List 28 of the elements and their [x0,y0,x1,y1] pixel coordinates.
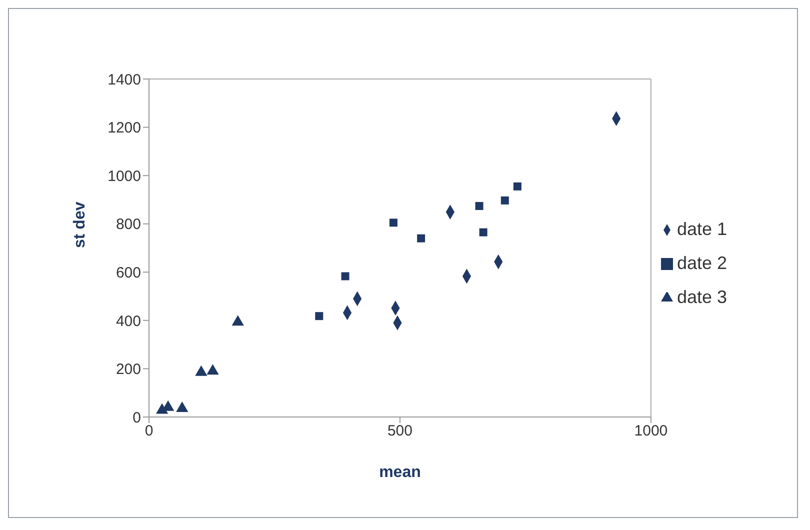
y-tick-label: 800 [116,216,141,234]
x-tick-label: 0 [144,422,154,440]
point [341,272,350,280]
legend-label: date 1 [676,219,727,239]
y-tick-label: 1000 [108,168,141,185]
legend-label: date 2 [676,253,727,273]
y-axis-title: st dev [72,202,89,248]
point [417,234,426,242]
point [195,365,208,376]
y-tick-label: 600 [116,264,141,282]
point [176,402,188,412]
point [513,182,522,190]
x-axis-title: mean [379,464,421,481]
legend-label: date 3 [676,287,727,307]
point [206,364,219,375]
point [475,202,484,210]
point [232,315,244,326]
x-tick-label: 500 [387,422,412,440]
y-tick-label: 1200 [108,120,141,137]
y-tick-label: 400 [116,312,141,330]
y-tick-label: 0 [132,409,141,426]
point [389,218,398,227]
x-tick-label: 1000 [634,422,668,440]
y-tick-label: 200 [116,361,141,378]
point [500,196,509,204]
point [479,228,488,236]
point [315,312,324,320]
y-tick-label: 1400 [108,71,141,88]
